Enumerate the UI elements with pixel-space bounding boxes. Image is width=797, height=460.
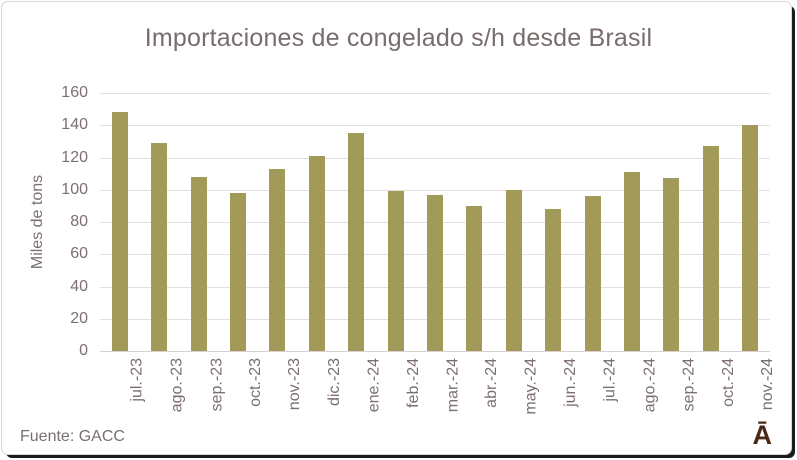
y-tick-label: 160 [61, 84, 88, 101]
bar [309, 156, 325, 351]
bar [191, 177, 207, 351]
x-tick-label: jun.-24 [562, 358, 579, 407]
bar [427, 195, 443, 351]
y-tick-label: 0 [79, 342, 88, 359]
bar [742, 125, 758, 351]
y-tick-label: 20 [70, 310, 88, 327]
bar [624, 172, 640, 351]
x-tick-label: sep.-23 [208, 358, 225, 412]
source-note: Fuente: GACC [20, 428, 125, 445]
x-tick-label: nov.-23 [286, 358, 303, 411]
bar [703, 146, 719, 351]
x-tick-label: dic.-23 [326, 358, 343, 407]
x-tick-label: ene.-24 [365, 358, 382, 413]
chart-title: Importaciones de congelado s/h desde Bra… [144, 24, 653, 52]
x-tick-label: nov.-24 [759, 358, 776, 411]
bar [506, 190, 522, 351]
x-tick-label: ago.-23 [168, 358, 185, 413]
x-tick-label: sep.-24 [680, 358, 697, 412]
bar [388, 191, 404, 351]
x-tick-label: oct.-24 [720, 358, 737, 407]
x-tick-label: oct.-23 [247, 358, 264, 407]
y-tick-label: 120 [61, 149, 88, 166]
x-tick-label: jul.-23 [129, 358, 146, 402]
y-tick-label: 140 [61, 116, 88, 133]
x-tick-label: ago.-24 [641, 358, 658, 413]
brand-logo-icon: Ā [752, 420, 773, 450]
bar [663, 178, 679, 351]
gridline [100, 190, 770, 191]
bar [230, 193, 246, 351]
y-tick-label: 40 [70, 278, 88, 295]
x-tick-label: abr.-24 [483, 358, 500, 408]
bar [269, 169, 285, 351]
gridline [100, 93, 770, 94]
y-axis-title: Miles de tons [29, 174, 46, 270]
gridline [100, 158, 770, 159]
bar [151, 143, 167, 351]
bar [112, 112, 128, 351]
bar [585, 196, 601, 351]
y-tick-label: 60 [70, 245, 88, 262]
gridline [100, 125, 770, 126]
y-tick-label: 100 [61, 181, 88, 198]
x-tick-label: feb.-24 [405, 358, 422, 408]
bar [466, 206, 482, 351]
bar [348, 133, 364, 351]
x-tick-label: may.-24 [523, 358, 540, 415]
bar [545, 209, 561, 351]
x-tick-label: jul.-24 [602, 358, 619, 402]
y-tick-label: 80 [70, 213, 88, 230]
gridline [100, 351, 770, 352]
x-tick-label: mar.-24 [444, 358, 461, 413]
